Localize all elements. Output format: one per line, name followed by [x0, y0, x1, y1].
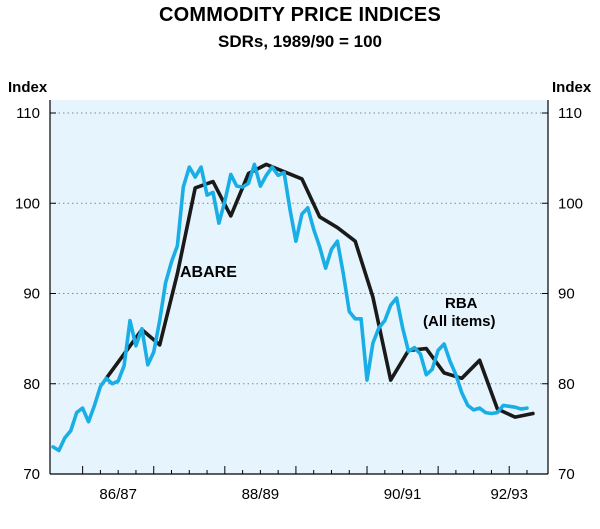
y-tick-label-left: 90: [23, 286, 40, 303]
x-tick-labels: 86/87 88/89 90/91 92/93: [99, 486, 528, 503]
axis-frame: [49, 100, 549, 475]
x-tick-label: 90/91: [384, 486, 422, 503]
y-tick-label-left: 110: [16, 105, 40, 122]
y-tick-label-left: 80: [23, 376, 40, 393]
plot-area: [50, 100, 548, 474]
y-tick-label-right: 80: [558, 376, 575, 393]
y-tick-label-right: 100: [558, 195, 583, 212]
y-tick-labels: 70 70 80 80 90 90 100 100 110 110: [15, 105, 583, 483]
rba-series-label-subtitle: (All items): [423, 313, 496, 330]
y-tick-label-left: 100: [15, 195, 40, 212]
chart-title: COMMODITY PRICE INDICES: [158, 4, 442, 26]
grid-layer: [54, 112, 544, 385]
y-axis-unit-left: Index: [8, 79, 48, 96]
chart-subtitle: SDRs, 1989/90 = 100: [218, 32, 382, 51]
x-tick-label: 88/89: [242, 486, 280, 503]
y-tick-label-right: 70: [558, 466, 575, 483]
series-layer: [51, 162, 535, 453]
rba-series-label: RBA: [445, 295, 478, 312]
y-tick-label-right: 110: [558, 105, 582, 122]
abare-series-label: ABARE: [180, 264, 237, 281]
y-axis-unit-right: Index: [552, 79, 592, 96]
y-tick-label-left: 70: [23, 466, 40, 483]
y-tick-label-right: 90: [558, 286, 575, 303]
x-tick-label: 86/87: [99, 486, 137, 503]
x-tick-label: 92/93: [490, 486, 528, 503]
